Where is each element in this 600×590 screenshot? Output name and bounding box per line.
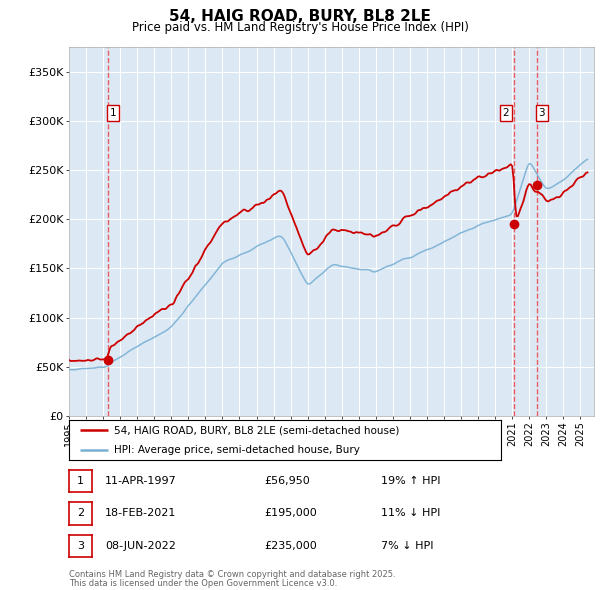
Text: 3: 3 [539,108,545,118]
Text: 1: 1 [109,108,116,118]
Text: 11-APR-1997: 11-APR-1997 [105,476,177,486]
Text: £56,950: £56,950 [264,476,310,486]
Text: 54, HAIG ROAD, BURY, BL8 2LE: 54, HAIG ROAD, BURY, BL8 2LE [169,9,431,24]
Text: £235,000: £235,000 [264,541,317,550]
Text: £195,000: £195,000 [264,509,317,518]
Text: 54, HAIG ROAD, BURY, BL8 2LE (semi-detached house): 54, HAIG ROAD, BURY, BL8 2LE (semi-detac… [115,425,400,435]
Text: HPI: Average price, semi-detached house, Bury: HPI: Average price, semi-detached house,… [115,445,360,455]
Text: 11% ↓ HPI: 11% ↓ HPI [381,509,440,518]
Text: 18-FEB-2021: 18-FEB-2021 [105,509,176,518]
Text: Price paid vs. HM Land Registry's House Price Index (HPI): Price paid vs. HM Land Registry's House … [131,21,469,34]
Text: 19% ↑ HPI: 19% ↑ HPI [381,476,440,486]
Text: Contains HM Land Registry data © Crown copyright and database right 2025.: Contains HM Land Registry data © Crown c… [69,570,395,579]
Text: 7% ↓ HPI: 7% ↓ HPI [381,541,433,550]
Text: 1: 1 [77,476,84,486]
Text: 2: 2 [77,509,84,518]
Text: 3: 3 [77,541,84,550]
Text: 08-JUN-2022: 08-JUN-2022 [105,541,176,550]
Text: 2: 2 [502,108,509,118]
Text: This data is licensed under the Open Government Licence v3.0.: This data is licensed under the Open Gov… [69,579,337,588]
